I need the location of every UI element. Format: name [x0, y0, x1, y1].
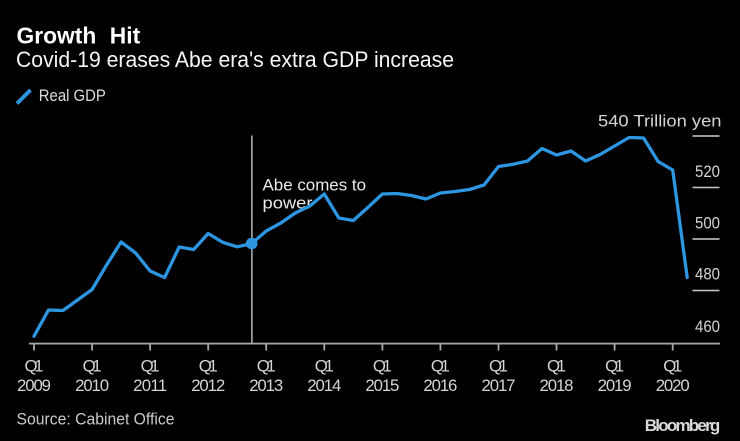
svg-text:Q1: Q1 [663, 357, 682, 376]
svg-text:460: 460 [695, 317, 720, 336]
svg-text:Covid-19 erases Abe era's extr: Covid-19 erases Abe era's extra GDP incr… [16, 47, 454, 72]
svg-text:Q1: Q1 [83, 357, 102, 376]
svg-text:500: 500 [695, 214, 720, 233]
svg-text:Q1: Q1 [25, 357, 44, 376]
svg-text:power: power [263, 194, 314, 212]
svg-text:2020: 2020 [656, 376, 690, 395]
svg-text:2016: 2016 [423, 376, 457, 395]
svg-text:2013: 2013 [249, 376, 283, 395]
svg-text:2019: 2019 [598, 376, 632, 395]
svg-text:Q1: Q1 [315, 357, 334, 376]
svg-text:Q1: Q1 [199, 357, 218, 376]
svg-text:2017: 2017 [482, 376, 516, 395]
svg-text:Abe comes to: Abe comes to [263, 177, 367, 195]
svg-text:2010: 2010 [75, 376, 109, 395]
svg-text:Q1: Q1 [547, 357, 566, 376]
svg-text:Q1: Q1 [141, 357, 160, 376]
svg-text:Bloomberg: Bloomberg [645, 416, 721, 435]
svg-text:2015: 2015 [365, 376, 399, 395]
svg-text:Real GDP: Real GDP [39, 86, 106, 105]
svg-text:520: 520 [695, 162, 720, 181]
svg-text:2012: 2012 [191, 376, 225, 395]
svg-text:Q1: Q1 [605, 357, 624, 376]
svg-text:Growth Hit: Growth Hit [17, 23, 141, 49]
svg-text:480: 480 [695, 265, 720, 284]
svg-text:Q1: Q1 [257, 357, 276, 376]
svg-text:2009: 2009 [17, 376, 51, 395]
svg-text:540 Trillion yen: 540 Trillion yen [598, 111, 722, 130]
svg-text:Q1: Q1 [489, 357, 508, 376]
svg-text:2014: 2014 [307, 376, 341, 395]
svg-text:Source: Cabinet Office: Source: Cabinet Office [17, 410, 175, 429]
svg-text:2018: 2018 [540, 376, 574, 395]
svg-text:2011: 2011 [133, 376, 167, 395]
svg-text:Q1: Q1 [431, 357, 450, 376]
svg-text:Q1: Q1 [373, 357, 392, 376]
